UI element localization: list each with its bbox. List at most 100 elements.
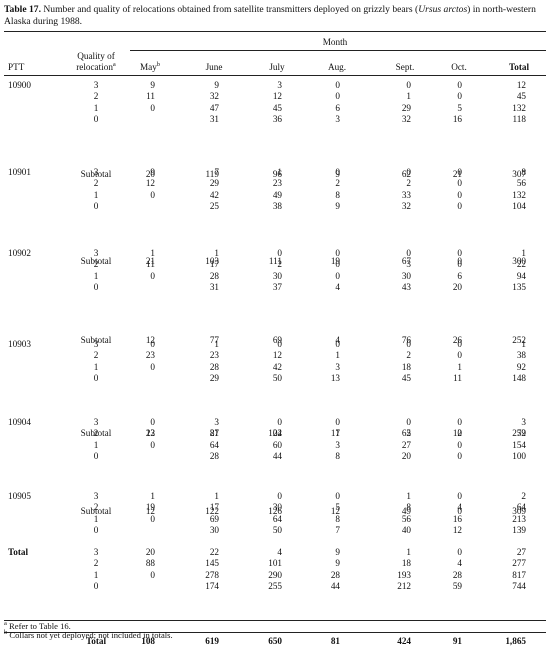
subtotal-may: 12	[145, 335, 155, 345]
sept-cell: 29	[401, 103, 411, 113]
july-cell: 0	[277, 491, 282, 501]
aug-cell: 0	[335, 259, 340, 269]
subtotal-july: 69	[272, 335, 282, 345]
sept-cell: 0	[406, 339, 411, 349]
subtotal-may: 23	[145, 428, 155, 438]
oct-cell: 0	[457, 201, 462, 211]
subtotal-total: 307	[512, 169, 526, 179]
june-cell: 174	[205, 581, 219, 591]
may-cell: 0	[150, 362, 155, 372]
subtotal-oct: 12	[452, 428, 462, 438]
sept-cell: 18	[401, 558, 411, 568]
sept-cell: 1	[406, 547, 411, 557]
subtotal-aug: 9	[335, 169, 340, 179]
grand-total-total: 1,865	[505, 636, 526, 646]
oct-cell: 4	[457, 558, 462, 568]
may-cell: 88	[145, 558, 155, 568]
july-cell: 101	[268, 558, 282, 568]
aug-cell: 0	[335, 80, 340, 90]
may-cell: 1	[150, 491, 155, 501]
june-cell: 17	[209, 502, 219, 512]
may-cell: 12	[145, 178, 155, 188]
subtotal-oct: 21	[452, 169, 462, 179]
aug-cell: 44	[330, 581, 340, 591]
oct-cell: 16	[452, 514, 462, 524]
sept-cell: 2	[406, 178, 411, 188]
subtotal-june: 81	[209, 428, 219, 438]
aug-cell: 0	[335, 339, 340, 349]
total-cell: 8	[521, 167, 526, 177]
subtotal-oct: 26	[452, 335, 462, 345]
ptt-id: 10900	[8, 80, 31, 90]
june-cell: 27	[209, 428, 219, 438]
may-cell: 0	[150, 271, 155, 281]
sept-cell: 43	[401, 282, 411, 292]
june-cell: 47	[209, 103, 219, 113]
sept-cell: 40	[401, 525, 411, 535]
subtotal-sept: 76	[401, 335, 411, 345]
july-cell: 30	[272, 502, 282, 512]
aug-cell: 5	[335, 502, 340, 512]
june-cell: 17	[209, 259, 219, 269]
quality-cell: 2	[93, 259, 99, 269]
oct-cell: 6	[457, 271, 462, 281]
total-cell: 56	[516, 178, 526, 188]
aug-cell: 3	[335, 440, 340, 450]
oct-cell: 20	[452, 282, 462, 292]
sept-cell: 45	[401, 373, 411, 383]
aug-cell: 0	[335, 91, 340, 101]
total-cell: 118	[512, 114, 526, 124]
july-cell: 44	[272, 451, 282, 461]
ptt-id: 10903	[8, 339, 31, 349]
subtotal-june: 119	[205, 169, 219, 179]
quality-cell: 2	[93, 428, 99, 438]
quality-cell: 2	[93, 178, 99, 188]
sept-cell: 20	[401, 451, 411, 461]
subtotal-label: Subtotal	[80, 169, 112, 179]
july-cell: 45	[272, 103, 282, 113]
aug-cell: 7	[335, 525, 340, 535]
may-cell: 9	[150, 167, 155, 177]
july-cell: 64	[272, 514, 282, 524]
total-cell: 3	[521, 417, 526, 427]
oct-cell: 4	[457, 502, 462, 512]
total-cell: 45	[516, 91, 526, 101]
june-cell: 29	[209, 373, 219, 383]
total-cell: 1	[521, 339, 526, 349]
sept-cell: 3	[406, 259, 411, 269]
quality-cell: 0	[93, 373, 99, 383]
subtotal-july: 96	[272, 169, 282, 179]
june-cell: 29	[209, 178, 219, 188]
aug-cell: 8	[335, 190, 340, 200]
july-cell: 60	[272, 440, 282, 450]
month-group-rule	[130, 50, 546, 51]
quality-cell: 2	[93, 91, 99, 101]
oct-cell: 0	[457, 417, 462, 427]
aug-cell: 0	[335, 271, 340, 281]
footnote-b: b Collars not yet deployed; not included…	[4, 629, 173, 640]
table-number: Table 17.	[4, 4, 41, 15]
may-cell: 11	[146, 91, 155, 101]
june-cell: 1	[214, 491, 219, 501]
quality-cell: 3	[93, 417, 99, 427]
sept-cell: 212	[397, 581, 411, 591]
quality-cell: 3	[93, 491, 99, 501]
quality-cell: 3	[93, 80, 99, 90]
quality-cell: 0	[93, 282, 99, 292]
sept-cell: 8	[406, 502, 411, 512]
june-cell: 22	[209, 547, 219, 557]
may-cell: 0	[150, 190, 155, 200]
quality-cell: 0	[93, 525, 99, 535]
total-cell: 22	[516, 259, 526, 269]
aug-cell: 0	[335, 491, 340, 501]
total-cell: 139	[512, 525, 526, 535]
june-cell: 28	[209, 362, 219, 372]
quality-header-line2: relocationa	[76, 60, 116, 72]
oct-cell: 0	[457, 451, 462, 461]
may-cell: 0	[150, 103, 155, 113]
total-header: Total	[508, 62, 530, 72]
may-cell: 11	[146, 259, 155, 269]
subtotal-june: 122	[205, 506, 219, 516]
subtotal-label: Subtotal	[80, 428, 112, 438]
july-cell: 12	[272, 350, 282, 360]
